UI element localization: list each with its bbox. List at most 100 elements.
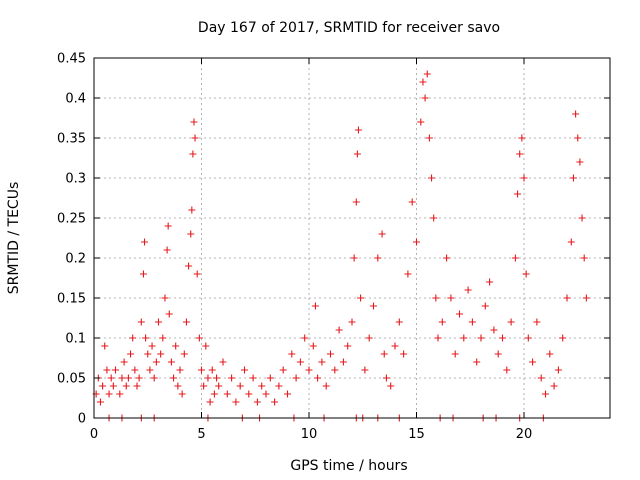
y-tick-label: 0.05 bbox=[57, 372, 86, 387]
data-point bbox=[170, 374, 178, 382]
data-point bbox=[96, 398, 104, 406]
y-tick-label: 0.2 bbox=[65, 252, 86, 267]
data-point bbox=[178, 390, 186, 398]
data-point bbox=[266, 374, 274, 382]
data-point bbox=[430, 214, 438, 222]
data-point bbox=[187, 230, 195, 238]
data-point bbox=[190, 118, 198, 126]
data-point bbox=[518, 134, 526, 142]
data-point bbox=[164, 222, 172, 230]
data-point bbox=[305, 366, 313, 374]
data-point bbox=[546, 350, 554, 358]
data-point bbox=[582, 294, 590, 302]
data-point bbox=[112, 366, 119, 374]
data-point bbox=[167, 358, 175, 366]
data-point bbox=[202, 342, 210, 350]
data-point bbox=[567, 238, 575, 246]
data-point bbox=[503, 366, 511, 374]
data-point bbox=[122, 382, 130, 390]
data-point bbox=[569, 174, 577, 182]
data-point bbox=[232, 398, 240, 406]
x-tick-label: 15 bbox=[408, 427, 425, 442]
y-tick-label: 0.25 bbox=[57, 212, 86, 227]
data-point bbox=[118, 374, 126, 382]
data-point bbox=[511, 254, 519, 262]
data-point bbox=[486, 278, 494, 286]
data-point bbox=[423, 70, 431, 78]
x-axis-label: GPS time / hours bbox=[290, 458, 407, 474]
data-point bbox=[554, 366, 562, 374]
data-point bbox=[576, 158, 584, 166]
data-point bbox=[191, 134, 199, 142]
chart-title: Day 167 of 2017, SRMTID for receiver sav… bbox=[198, 20, 500, 36]
data-point bbox=[249, 374, 257, 382]
data-point bbox=[395, 318, 403, 326]
data-point bbox=[400, 350, 408, 358]
data-point bbox=[421, 94, 429, 102]
data-point bbox=[490, 326, 498, 334]
data-point bbox=[507, 318, 515, 326]
data-point bbox=[135, 374, 143, 382]
data-point bbox=[318, 358, 326, 366]
data-point bbox=[559, 334, 567, 342]
data-point bbox=[208, 366, 216, 374]
data-point bbox=[213, 374, 221, 382]
data-point bbox=[408, 198, 416, 206]
data-point bbox=[477, 334, 485, 342]
data-point bbox=[155, 318, 162, 326]
data-point bbox=[322, 382, 330, 390]
data-point bbox=[103, 366, 111, 374]
data-point bbox=[163, 246, 171, 254]
data-point bbox=[161, 294, 169, 302]
data-point bbox=[473, 358, 481, 366]
data-point bbox=[387, 382, 395, 390]
data-point bbox=[335, 326, 343, 334]
data-point bbox=[262, 390, 270, 398]
data-point bbox=[198, 366, 205, 374]
data-point bbox=[520, 174, 528, 182]
data-point bbox=[578, 214, 586, 222]
data-point bbox=[137, 318, 145, 326]
y-tick-label: 0.45 bbox=[57, 52, 86, 67]
data-point bbox=[425, 134, 433, 142]
data-point bbox=[311, 302, 319, 310]
data-point bbox=[152, 358, 160, 366]
data-point bbox=[189, 150, 197, 158]
data-point bbox=[443, 254, 451, 262]
data-point bbox=[352, 198, 360, 206]
data-point bbox=[159, 334, 167, 342]
data-point bbox=[200, 382, 208, 390]
data-point bbox=[542, 390, 549, 398]
data-point bbox=[146, 366, 154, 374]
data-point bbox=[107, 374, 115, 382]
data-point bbox=[574, 134, 582, 142]
data-point bbox=[404, 270, 412, 278]
data-point bbox=[258, 382, 266, 390]
data-point bbox=[572, 110, 580, 118]
data-point bbox=[176, 366, 184, 374]
data-point bbox=[241, 366, 248, 374]
data-point bbox=[195, 334, 203, 342]
data-point bbox=[309, 342, 317, 350]
data-point bbox=[374, 254, 382, 262]
data-point bbox=[464, 286, 472, 294]
data-point bbox=[419, 78, 427, 86]
data-point bbox=[150, 374, 158, 382]
data-point bbox=[180, 350, 188, 358]
data-point bbox=[580, 254, 588, 262]
axis-ticks: 0 0.05 0.1 0.15 0.2 0.25 0.3 0.35 0.4 0.45 0 5 10 15 2… bbox=[57, 52, 610, 442]
data-point bbox=[350, 254, 358, 262]
data-point bbox=[288, 350, 296, 358]
data-point bbox=[129, 334, 137, 342]
data-point bbox=[550, 382, 558, 390]
data-point bbox=[481, 302, 489, 310]
data-point bbox=[101, 342, 109, 350]
data-point bbox=[275, 382, 283, 390]
data-point bbox=[563, 294, 571, 302]
data-point bbox=[105, 390, 113, 398]
data-point bbox=[468, 318, 476, 326]
data-point bbox=[127, 350, 135, 358]
data-point bbox=[157, 350, 165, 358]
data-point bbox=[116, 390, 124, 398]
